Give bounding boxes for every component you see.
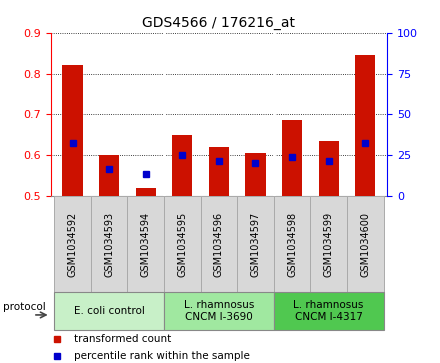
- Bar: [54, 292, 164, 330]
- Bar: [355, 55, 375, 196]
- Bar: [237, 196, 274, 292]
- Bar: [128, 196, 164, 292]
- Bar: [201, 196, 237, 292]
- Bar: [274, 292, 384, 330]
- Bar: [54, 196, 91, 292]
- Bar: [347, 196, 384, 292]
- Text: L. rhamnosus
CNCM I-4317: L. rhamnosus CNCM I-4317: [293, 300, 364, 322]
- Bar: [274, 196, 310, 292]
- Bar: [282, 121, 302, 196]
- Text: GSM1034593: GSM1034593: [104, 212, 114, 277]
- Text: E. coli control: E. coli control: [74, 306, 145, 316]
- Bar: [172, 135, 192, 196]
- Bar: [319, 141, 339, 196]
- Text: GSM1034597: GSM1034597: [250, 212, 260, 277]
- Bar: [136, 188, 156, 196]
- Text: transformed count: transformed count: [74, 334, 172, 344]
- Bar: [246, 153, 266, 196]
- Bar: [310, 196, 347, 292]
- Text: GSM1034599: GSM1034599: [324, 212, 334, 277]
- Bar: [164, 196, 201, 292]
- Text: percentile rank within the sample: percentile rank within the sample: [74, 351, 250, 361]
- Text: GSM1034600: GSM1034600: [360, 212, 370, 277]
- Text: GSM1034596: GSM1034596: [214, 212, 224, 277]
- Text: GSM1034594: GSM1034594: [141, 212, 151, 277]
- Text: GSM1034598: GSM1034598: [287, 212, 297, 277]
- Text: GSM1034592: GSM1034592: [68, 212, 77, 277]
- Text: GSM1034595: GSM1034595: [177, 212, 187, 277]
- Bar: [99, 155, 119, 196]
- Bar: [91, 196, 128, 292]
- Bar: [209, 147, 229, 196]
- Bar: [62, 65, 83, 196]
- Bar: [164, 292, 274, 330]
- Text: protocol: protocol: [3, 302, 45, 312]
- Text: L. rhamnosus
CNCM I-3690: L. rhamnosus CNCM I-3690: [184, 300, 254, 322]
- Title: GDS4566 / 176216_at: GDS4566 / 176216_at: [143, 16, 295, 30]
